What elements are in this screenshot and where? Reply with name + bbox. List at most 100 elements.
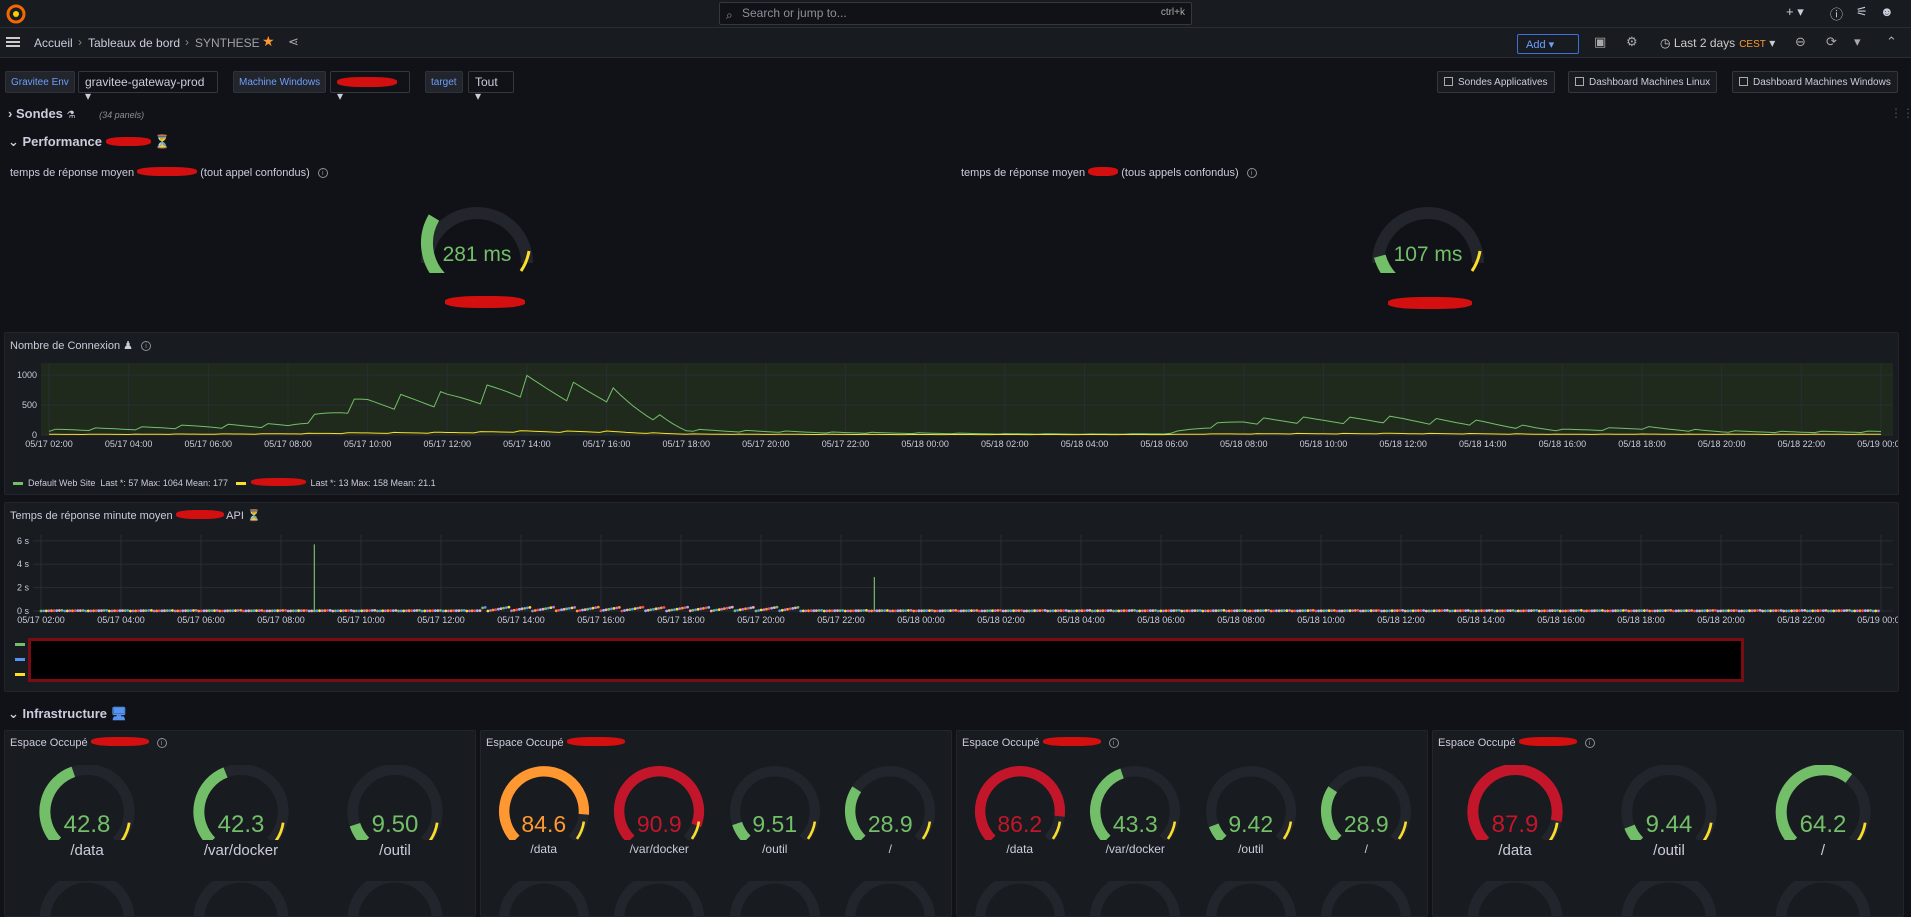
scatter-point bbox=[1482, 609, 1486, 613]
gauge-fill bbox=[420, 214, 445, 273]
scatter-point bbox=[1861, 609, 1864, 613]
breadcrumb-home[interactable]: Accueil bbox=[34, 36, 73, 50]
new-plus-icon[interactable]: + ▾ bbox=[1786, 4, 1804, 19]
var-select-machine-windows[interactable]: ▾ bbox=[330, 71, 410, 103]
info-icon[interactable]: i bbox=[1246, 168, 1257, 179]
scatter-point bbox=[901, 609, 905, 613]
zoom-out-icon[interactable]: ⊖ bbox=[1795, 34, 1806, 49]
scatter-point bbox=[1714, 609, 1717, 612]
scatter-point bbox=[552, 605, 555, 609]
scatter-point bbox=[841, 609, 845, 612]
scatter-point bbox=[368, 609, 371, 612]
news-rss-icon[interactable]: ⚟ bbox=[1856, 4, 1868, 19]
scatter-point bbox=[389, 609, 392, 612]
row-performance[interactable]: ⌄ Performance ⏳ bbox=[8, 134, 170, 150]
scatter-point bbox=[912, 609, 916, 613]
scatter-point bbox=[1282, 609, 1286, 612]
scatter-point bbox=[1311, 609, 1315, 612]
breadcrumb-dashboards[interactable]: Tableaux de bord bbox=[88, 36, 181, 50]
x-tick-label: 05/18 06:00 bbox=[1140, 439, 1188, 449]
scatter-point bbox=[1190, 609, 1194, 613]
scatter-point bbox=[1104, 609, 1107, 612]
scatter-point bbox=[1798, 609, 1801, 612]
gauge-fill bbox=[349, 822, 370, 840]
scatter-point bbox=[610, 607, 613, 611]
info-icon[interactable]: i bbox=[156, 738, 167, 749]
refresh-icon[interactable]: ⟳ bbox=[1826, 34, 1837, 49]
link-dashboard-linux[interactable]: Dashboard Machines Linux bbox=[1568, 71, 1718, 93]
row-sondes[interactable]: › Sondes ⚗ (34 panels) bbox=[8, 106, 144, 121]
series-line[interactable] bbox=[49, 430, 1882, 436]
scatter-point bbox=[1574, 609, 1578, 612]
scatter-point bbox=[1816, 609, 1820, 613]
scatter-point bbox=[1745, 609, 1749, 613]
scatter-point bbox=[202, 609, 206, 613]
scatter-point bbox=[136, 609, 140, 613]
scatter-point bbox=[625, 608, 629, 612]
scatter-point bbox=[1374, 609, 1378, 612]
scatter-point bbox=[972, 609, 976, 612]
scatter-point bbox=[221, 609, 224, 613]
scatter-point bbox=[870, 609, 873, 613]
scatter-point bbox=[323, 609, 327, 612]
info-icon[interactable]: i bbox=[1584, 738, 1595, 749]
gauge-fill bbox=[1208, 823, 1227, 840]
scatter-point bbox=[1474, 609, 1478, 613]
help-icon[interactable]: ⓘ bbox=[1830, 7, 1844, 22]
info-icon[interactable]: i bbox=[317, 168, 328, 179]
hourglass-icon: ⏳ bbox=[246, 510, 261, 522]
scatter-point bbox=[1629, 609, 1633, 613]
drag-handle-icon[interactable]: ⋮⋮ bbox=[1890, 106, 1911, 120]
row-infrastructure[interactable]: ⌄ Infrastructure 🖥 bbox=[8, 706, 127, 722]
settings-gear-icon[interactable]: ⚙ bbox=[1626, 34, 1638, 49]
disk-gauge bbox=[614, 766, 705, 840]
scatter-point bbox=[1490, 609, 1494, 612]
scatter-point bbox=[1264, 609, 1268, 612]
collapse-chevron-icon[interactable]: ⌃ bbox=[1886, 34, 1897, 49]
connexion-chart[interactable]: 05/17 02:00 05/17 04:00 05/17 06:00 05/17 0… bbox=[5, 361, 1898, 453]
row-title: Infrastructure bbox=[22, 706, 108, 721]
scatter-point bbox=[155, 609, 159, 613]
response-time-chart[interactable]: 05/17 02:00 05/17 04:00 05/17 06:00 05/17 0… bbox=[5, 533, 1898, 637]
redacted-mark bbox=[250, 478, 306, 486]
var-select-gravitee-env[interactable]: gravitee-gateway-prod ▾ bbox=[78, 71, 218, 103]
scatter-point bbox=[355, 609, 358, 613]
scatter-point bbox=[846, 609, 850, 613]
scatter-point bbox=[55, 609, 59, 612]
scatter-point bbox=[512, 608, 516, 612]
scatter-point bbox=[730, 605, 734, 609]
scatter-point bbox=[305, 609, 308, 612]
scatter-point bbox=[1729, 609, 1733, 612]
link-dashboard-windows[interactable]: Dashboard Machines Windows bbox=[1732, 71, 1898, 93]
info-icon[interactable]: i bbox=[1108, 738, 1119, 749]
scatter-point bbox=[118, 609, 122, 613]
series-line[interactable] bbox=[48, 374, 1882, 435]
x-tick-label: 05/17 08:00 bbox=[257, 615, 305, 625]
star-icon[interactable]: ★ bbox=[262, 33, 275, 49]
var-select-target[interactable]: Tout ▾ bbox=[468, 71, 514, 103]
scatter-point bbox=[1532, 609, 1536, 612]
save-icon[interactable]: ▣ bbox=[1594, 34, 1607, 49]
share-icon[interactable]: ⋖ bbox=[288, 34, 299, 49]
grafana-logo-icon[interactable] bbox=[6, 4, 26, 24]
legend-series-name[interactable]: Default Web Site bbox=[28, 478, 96, 488]
profile-icon[interactable]: ☻ bbox=[1880, 4, 1894, 19]
scatter-point bbox=[1443, 609, 1447, 612]
scatter-point bbox=[1298, 609, 1302, 613]
menu-icon[interactable] bbox=[6, 37, 20, 47]
scatter-point bbox=[883, 609, 887, 612]
scatter-point bbox=[1637, 609, 1641, 613]
scatter-point bbox=[951, 609, 955, 612]
scatter-point bbox=[909, 609, 913, 612]
scatter-point bbox=[1380, 609, 1383, 613]
link-sondes-applicatives[interactable]: Sondes Applicatives bbox=[1437, 71, 1555, 93]
scatter-point bbox=[922, 609, 926, 613]
search-input[interactable]: ⌕ Search or jump to... ctrl+k bbox=[719, 2, 1192, 25]
add-button[interactable]: Add ▾ bbox=[1517, 34, 1579, 54]
scatter-point bbox=[1834, 609, 1838, 613]
scatter-point bbox=[491, 608, 495, 612]
time-range-picker[interactable]: ◷ Last 2 days CEST ▾ bbox=[1660, 36, 1776, 50]
info-icon[interactable]: i bbox=[141, 341, 152, 352]
scatter-point bbox=[105, 609, 109, 612]
refresh-interval-chevron-icon[interactable]: ▾ bbox=[1854, 34, 1861, 49]
